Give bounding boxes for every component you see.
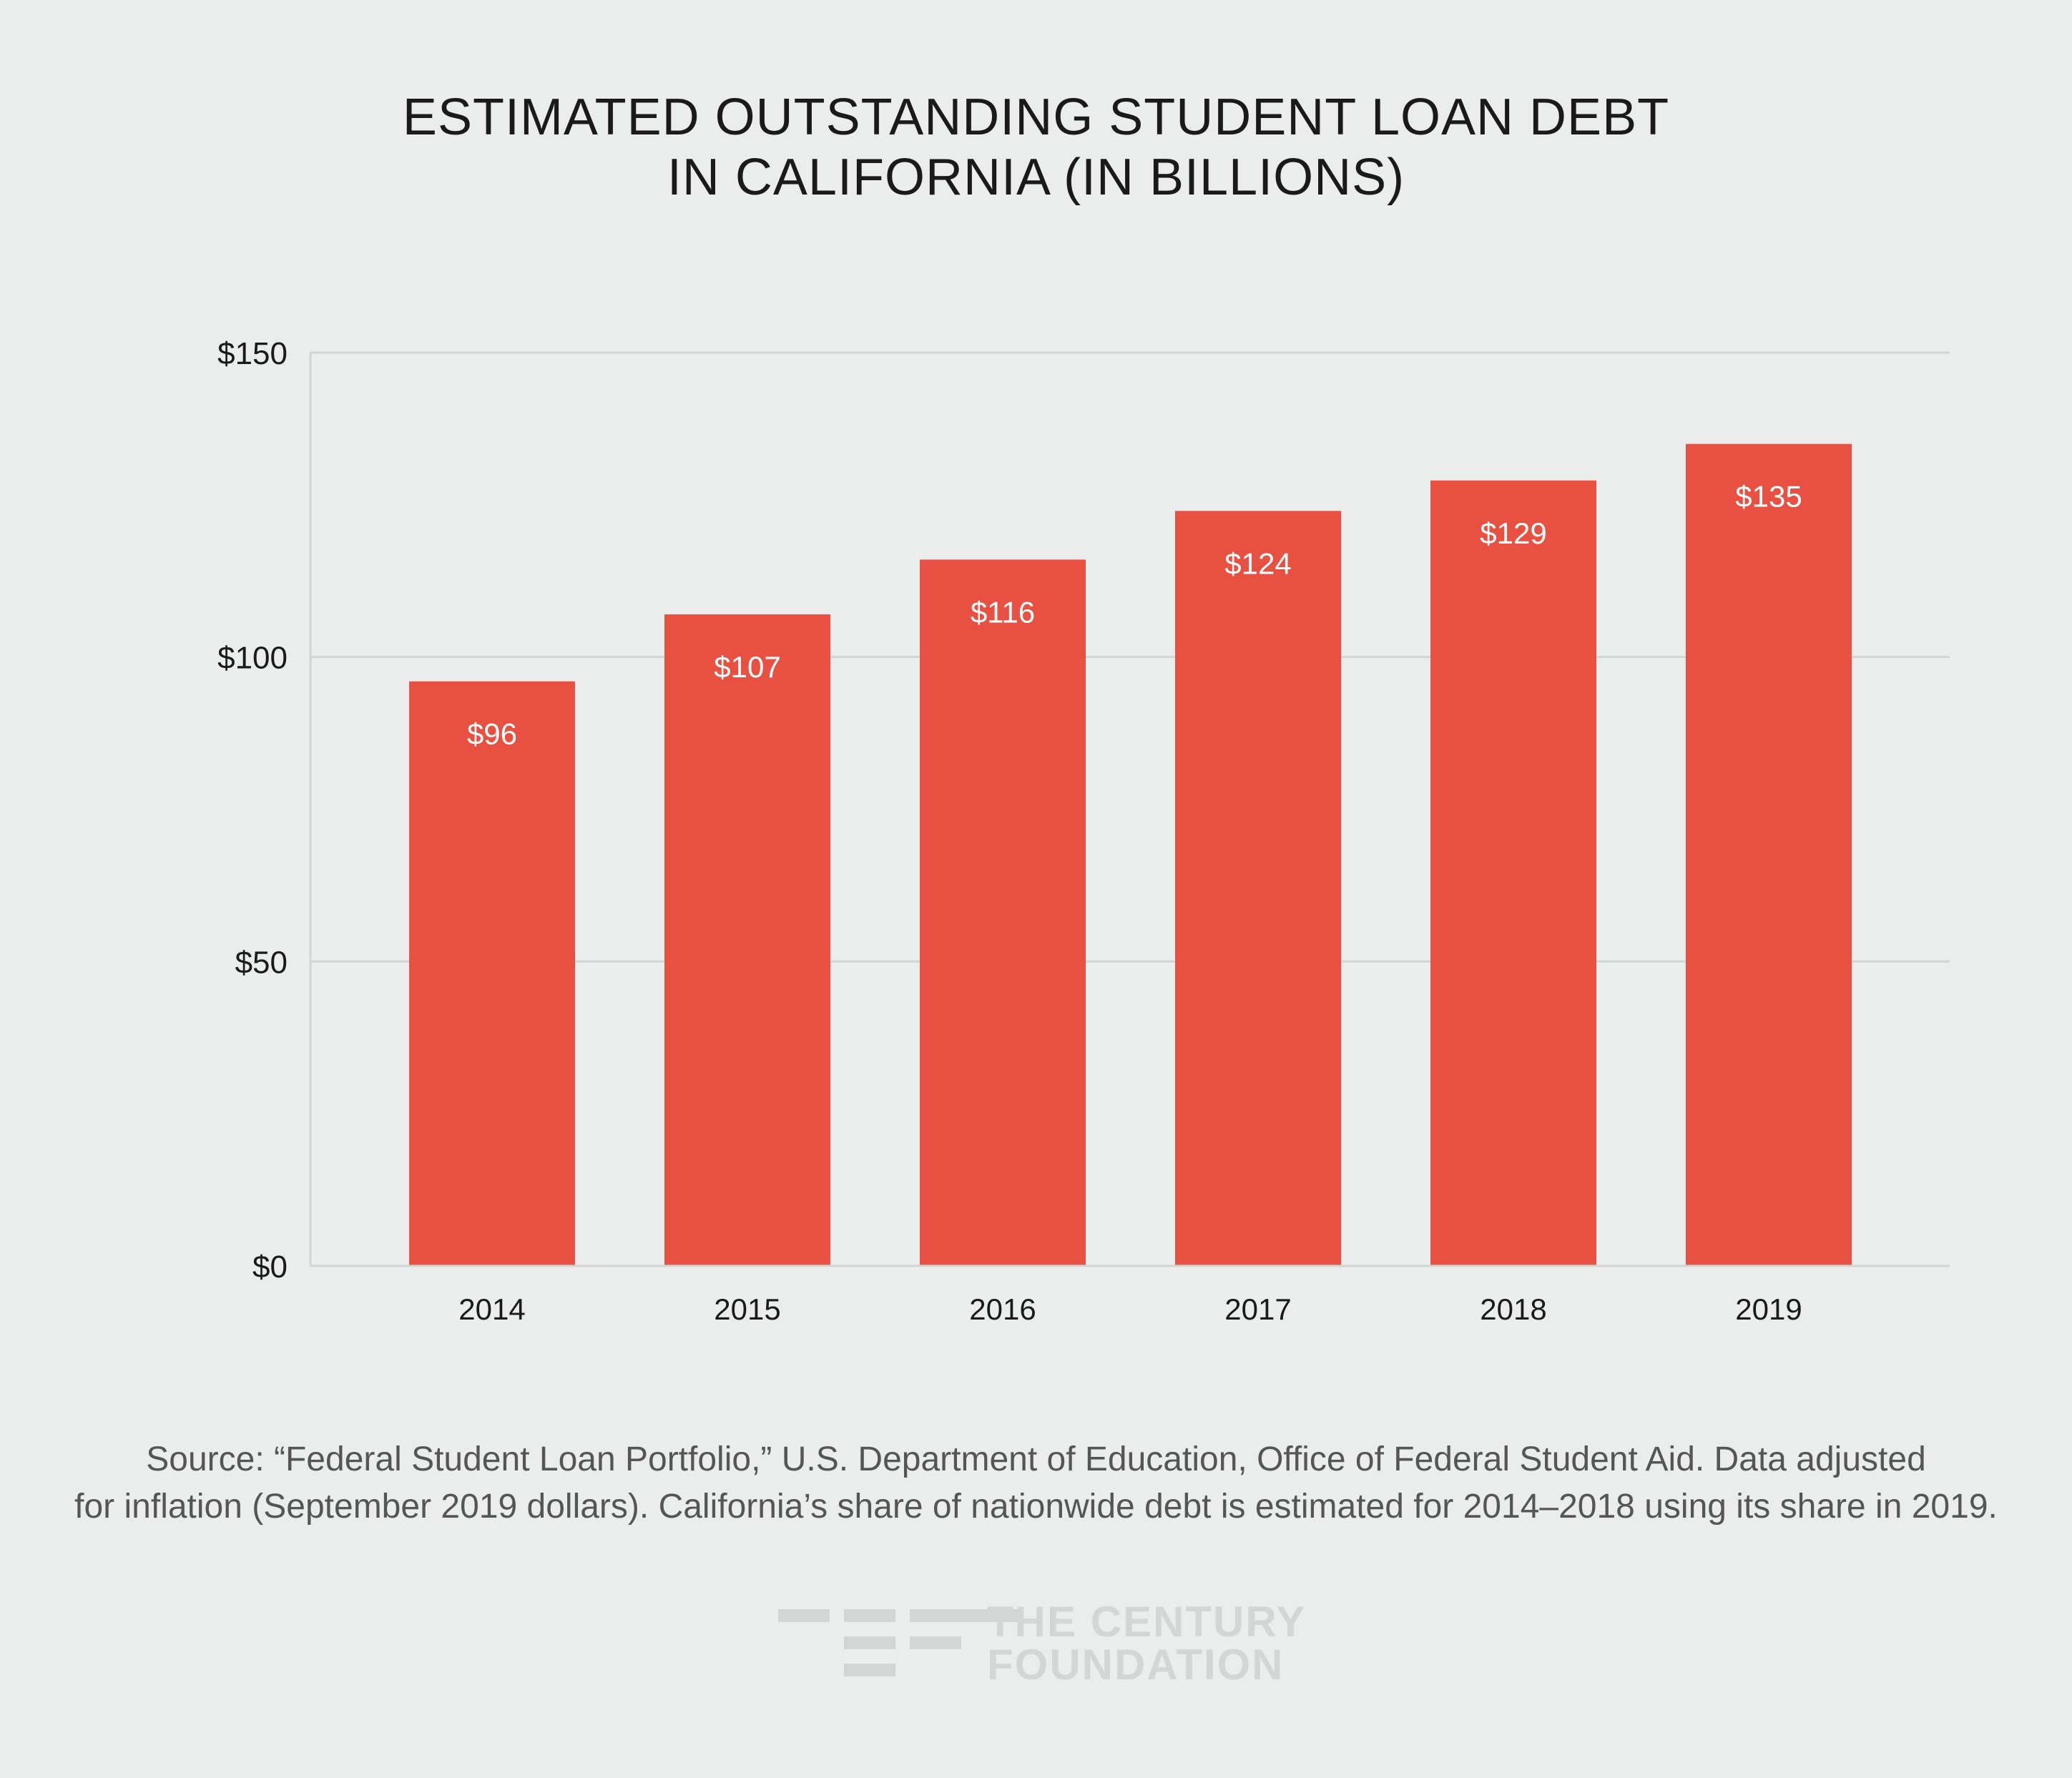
logo-mark-bar [910, 1609, 1018, 1622]
x-tick-label: 2016 [969, 1292, 1036, 1326]
value-labels: $96 $107 $116 $124 $129 $135 [467, 480, 1802, 751]
bar-chart: $0 $50 $100 $150 2014 2015 2016 2017 2018 2019 $… [217, 336, 1950, 1326]
chart-title-line-2: IN CALIFORNIA (IN BILLIONS) [667, 149, 1405, 206]
bar-2016 [920, 559, 1086, 1266]
logo-mark-bar [844, 1609, 895, 1622]
century-foundation-logo: THE CENTURY FOUNDATION [778, 1595, 1305, 1695]
value-label: $135 [1735, 480, 1802, 514]
bar-2017 [1175, 511, 1341, 1266]
source-note-line-2: for inflation (September 2019 dollars). … [74, 1488, 1998, 1526]
x-tick-label: 2015 [714, 1292, 780, 1326]
source-note-line-1: Source: “Federal Student Loan Portfolio,… [146, 1440, 1926, 1478]
y-tick-label: $100 [217, 641, 288, 676]
logo-text-line-2: FOUNDATION [987, 1641, 1285, 1689]
logo-mark-bar [844, 1636, 895, 1649]
y-tick-labels: $0 $50 $100 $150 [217, 336, 288, 1285]
logo-mark-bar [778, 1609, 830, 1622]
value-label: $107 [714, 650, 780, 684]
logo-text-line-1: THE CENTURY [987, 1598, 1307, 1646]
x-tick-label: 2014 [458, 1292, 525, 1326]
x-tick-label: 2017 [1224, 1292, 1291, 1326]
value-label: $124 [1224, 546, 1291, 580]
x-tick-labels: 2014 2015 2016 2017 2018 2019 [458, 1292, 1802, 1326]
x-tick-label: 2018 [1480, 1292, 1546, 1326]
value-label: $116 [971, 595, 1035, 629]
bar-2018 [1430, 480, 1596, 1266]
y-tick-label: $0 [252, 1249, 288, 1285]
bars [409, 443, 1852, 1267]
logo-mark-bar [844, 1664, 895, 1676]
logo-mark-bar [910, 1636, 961, 1649]
y-tick-label: $50 [235, 945, 288, 980]
bar-2015 [664, 614, 830, 1266]
bar-2019 [1686, 443, 1852, 1267]
value-label: $129 [1480, 516, 1546, 550]
y-tick-label: $150 [217, 336, 288, 371]
x-tick-label: 2019 [1735, 1292, 1802, 1326]
bar-2014 [409, 681, 575, 1266]
value-label: $96 [467, 717, 517, 751]
chart-title-line-1: ESTIMATED OUTSTANDING STUDENT LOAN DEBT [402, 89, 1670, 146]
gridlines [310, 351, 1950, 963]
